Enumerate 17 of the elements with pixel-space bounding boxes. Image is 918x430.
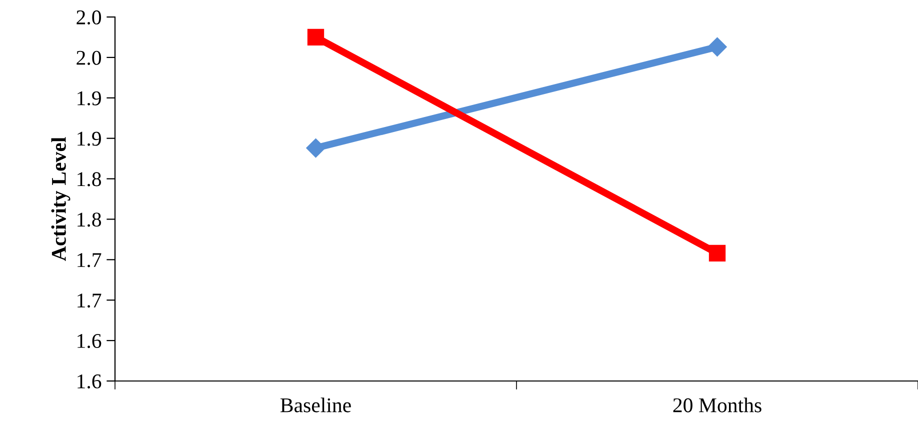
y-tick-label: 1.8 — [78, 172, 102, 186]
point — [306, 138, 326, 158]
point — [708, 244, 726, 262]
y-tick-label: 1.6 — [78, 374, 102, 389]
y-axis-title: Activity Level — [51, 137, 70, 261]
x-tick-label: 20 Months — [673, 398, 762, 412]
y-tick-label: 2.0 — [76, 50, 102, 65]
point — [708, 37, 727, 56]
y-tick-label: 1.6 — [78, 334, 102, 348]
x-tick-label: Baseline — [280, 398, 351, 412]
y-tick-label: 1.9 — [78, 132, 101, 146]
point — [307, 28, 324, 46]
y-tick-label: 1.7 — [78, 294, 102, 308]
y-tick-label: 1.8 — [78, 212, 102, 227]
y-tick-label: 1.9 — [78, 91, 101, 106]
y-tick-label: 1.7 — [78, 253, 102, 268]
y-tick-label: 2.0 — [76, 10, 102, 25]
